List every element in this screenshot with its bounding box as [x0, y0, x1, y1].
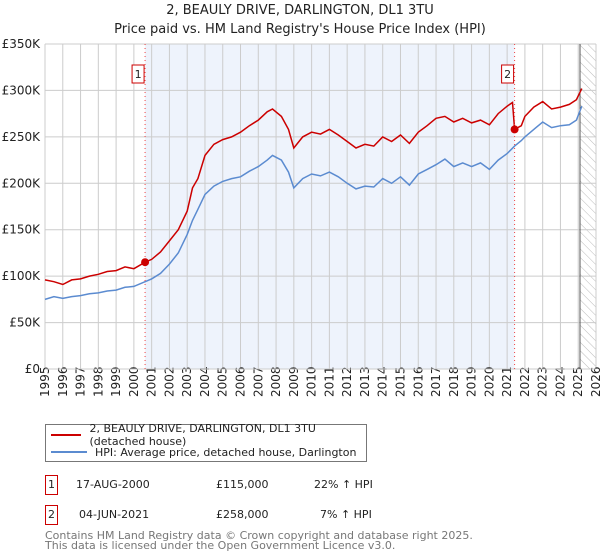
- x-tick-label: 2011: [322, 366, 336, 397]
- x-tick-label: 2002: [162, 366, 176, 397]
- x-tick-label: 2003: [180, 366, 194, 397]
- x-tick-label: 2020: [482, 366, 496, 397]
- legend-label-property: 2, BEAULY DRIVE, DARLINGTON, DL1 3TU (de…: [89, 422, 316, 448]
- x-tick-label: 2014: [376, 366, 390, 397]
- x-tick-label: 2023: [536, 366, 550, 397]
- sale-label-box: [131, 64, 145, 84]
- x-tick-label: 2010: [305, 366, 319, 397]
- sale-label: 2: [504, 68, 511, 81]
- price-chart: 1995 1996 1997 1998 1999 2000 2001 2002 2003 2004…: [2, 37, 600, 397]
- legend-label-hpi: HPI: Average price, detached house, Darl…: [95, 445, 357, 459]
- x-tick-label: 1999: [109, 366, 123, 397]
- legend-item-hpi: HPI: Average price, detached house, Darl…: [46, 444, 356, 460]
- x-tick-label: 2001: [145, 366, 159, 397]
- sale-badge: 1: [45, 475, 58, 495]
- x-tick-label: 2004: [198, 366, 212, 397]
- y-tick-label: £150K: [2, 223, 42, 237]
- y-tick-label: £350K: [2, 37, 42, 51]
- sale-price: £115,000: [216, 478, 269, 491]
- footer-line-1: Contains HM Land Registry data © Crown c…: [45, 529, 473, 542]
- y-tick-label: £0: [25, 362, 40, 376]
- x-tick-label: 2026: [589, 366, 600, 397]
- forecast-hatch: [580, 44, 596, 369]
- x-tick-label: 2008: [269, 366, 283, 397]
- y-tick-label: £50K: [9, 316, 41, 330]
- chart-subtitle: Price paid vs. HM Land Registry's House …: [114, 22, 486, 37]
- x-tick-label: 2006: [234, 366, 248, 397]
- y-tick-label: £250K: [2, 130, 42, 144]
- red-line-swatch: [51, 434, 82, 436]
- y-tick-label: £300K: [2, 83, 42, 97]
- sale-date: 04-JUN-2021: [79, 508, 150, 521]
- x-tick-label: 2013: [358, 366, 372, 397]
- x-tick-label: 1996: [56, 366, 70, 397]
- sale-point: [141, 258, 150, 267]
- blue-line-swatch: [51, 451, 87, 453]
- x-tick-label: 1995: [38, 366, 52, 397]
- x-tick-label: 1998: [91, 366, 105, 397]
- footer: Contains HM Land Registry data © Crown c…: [45, 529, 473, 552]
- sale-date: 17-AUG-2000: [76, 478, 150, 491]
- x-tick-label: 1997: [74, 366, 88, 397]
- sale-hpi-diff: 22% ↑ HPI: [314, 478, 373, 491]
- sale-price: £258,000: [216, 508, 269, 521]
- x-tick-label: 2012: [340, 366, 354, 397]
- x-tick-label: 2019: [465, 366, 479, 397]
- legend-item-property: 2, BEAULY DRIVE, DARLINGTON, DL1 3TU (de…: [46, 422, 366, 448]
- sale-label-box: [501, 64, 515, 84]
- sale-point: [510, 125, 519, 134]
- x-tick-label: 2016: [411, 366, 425, 397]
- y-tick-label: £200K: [2, 176, 42, 190]
- sale-badge: 2: [45, 505, 58, 525]
- hpi-line: [44, 105, 583, 301]
- x-tick-label: 2024: [553, 366, 567, 397]
- y-tick-label: £100K: [2, 269, 42, 283]
- chart-title: 2, BEAULY DRIVE, DARLINGTON, DL1 3TU: [166, 3, 434, 18]
- x-tick-label: 2000: [127, 366, 141, 397]
- legend: 2, BEAULY DRIVE, DARLINGTON, DL1 3TU (de…: [45, 422, 367, 462]
- x-tick-label: 2005: [216, 366, 230, 397]
- sale-hpi-diff: 7% ↑ HPI: [320, 508, 372, 521]
- sale-row-2: 2 04-JUN-2021 £258,000 7% ↑ HPI: [45, 505, 385, 525]
- x-tick-label: 2022: [518, 366, 532, 397]
- x-tick-label: 2021: [500, 366, 514, 397]
- sale-row-1: 1 17-AUG-2000 £115,000 22% ↑ HPI: [45, 475, 385, 495]
- footer-line-2: This data is licensed under the Open Gov…: [45, 539, 396, 552]
- x-tick-label: 2018: [447, 366, 461, 397]
- x-tick-label: 2017: [429, 366, 443, 397]
- sale-label: 1: [135, 68, 142, 81]
- x-tick-label: 2007: [251, 366, 265, 397]
- x-tick-label: 2025: [571, 366, 585, 397]
- x-tick-label: 2015: [393, 366, 407, 397]
- x-tick-label: 2009: [287, 366, 301, 397]
